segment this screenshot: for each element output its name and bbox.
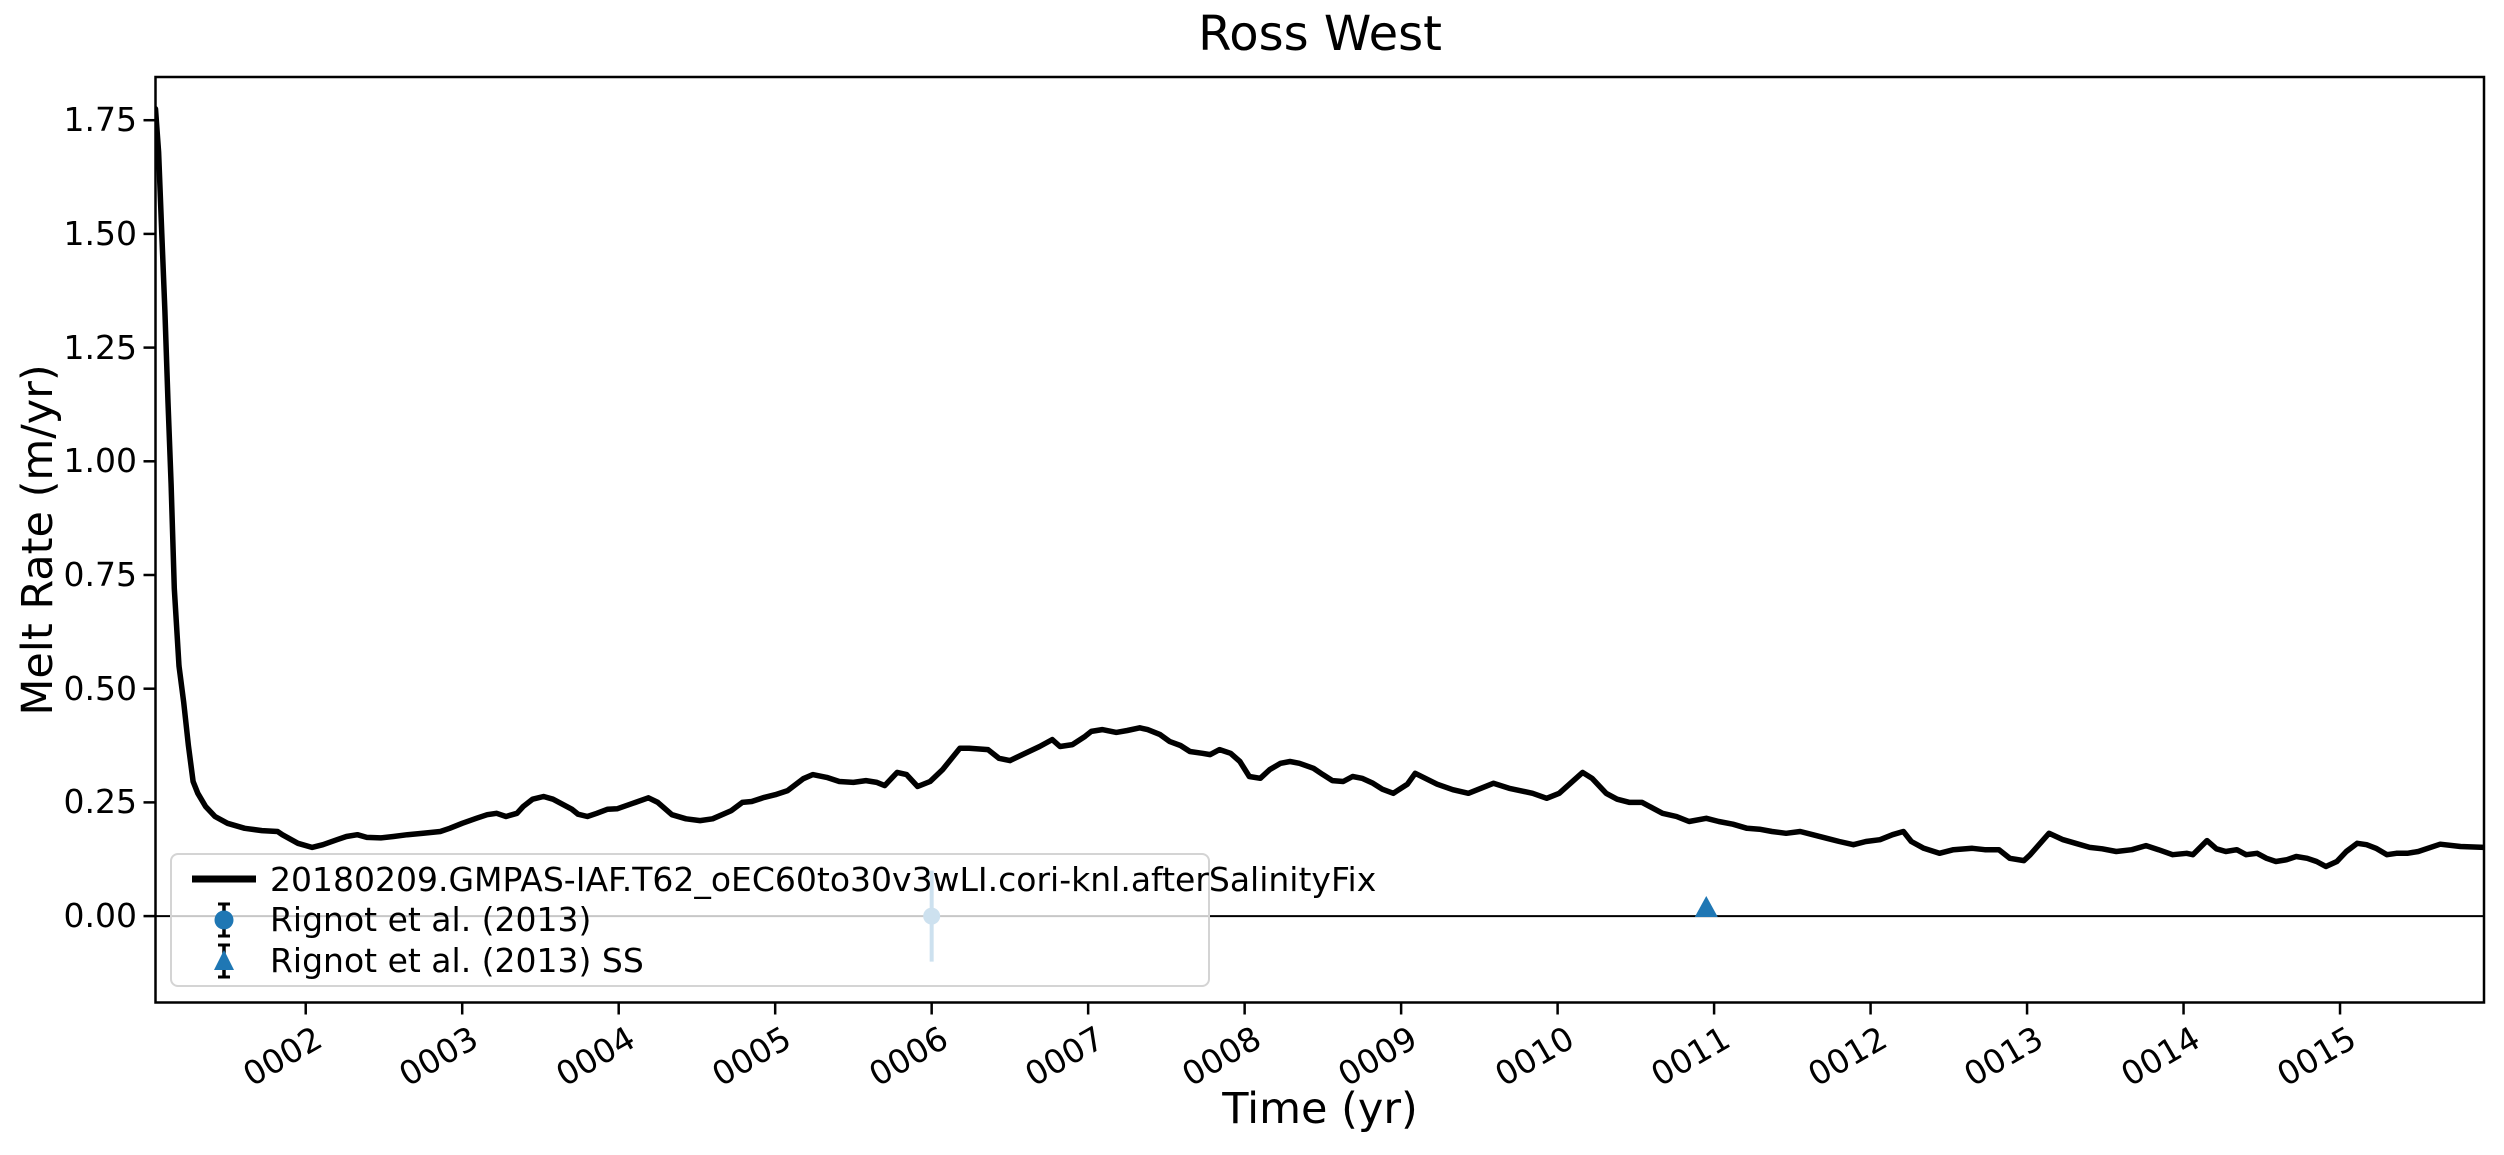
plot-border [154, 75, 2486, 1004]
melt-rate-line [155, 106, 2484, 870]
legend-item-label: 20180209.GMPAS-IAF.T62_oEC60to30v3wLI.co… [270, 859, 1377, 899]
y-axis-label: Melt Rate (m/yr) [13, 364, 63, 716]
y-tick-label: 0.25 [63, 782, 137, 822]
chart-title: Ross West [1198, 6, 1442, 62]
legend-item-rignot: Rignot et al. (2013) [172, 900, 1208, 940]
y-tick-label: 1.00 [63, 441, 137, 481]
legend-item-label: Rignot et al. (2013) [270, 900, 592, 940]
y-tick-label: 0.75 [63, 554, 137, 594]
circle-errorbar-icon [186, 900, 262, 940]
legend-item-run: 20180209.GMPAS-IAF.T62_oEC60to30v3wLI.co… [172, 859, 1376, 899]
axis-ticks [143, 118, 2342, 1015]
y-tick-label: 0.50 [63, 668, 137, 708]
triangle-errorbar-icon [186, 941, 262, 981]
thick-line-swatch-icon [186, 861, 262, 897]
legend-box: 20180209.GMPAS-IAF.T62_oEC60to30v3wLI.co… [170, 853, 1376, 987]
y-tick-label: 0.00 [63, 896, 137, 936]
rignot-ss-triangle-marker [1694, 895, 1718, 917]
x-axis-label: Time (yr) [1222, 1084, 1418, 1134]
y-tick-label: 1.75 [63, 100, 137, 140]
y-tick-label: 1.25 [63, 327, 137, 367]
y-tick-label: 1.50 [63, 213, 137, 253]
legend-item-rignot-ss: Rignot et al. (2013) SS [172, 941, 1208, 981]
legend-item-label: Rignot et al. (2013) SS [270, 941, 644, 981]
